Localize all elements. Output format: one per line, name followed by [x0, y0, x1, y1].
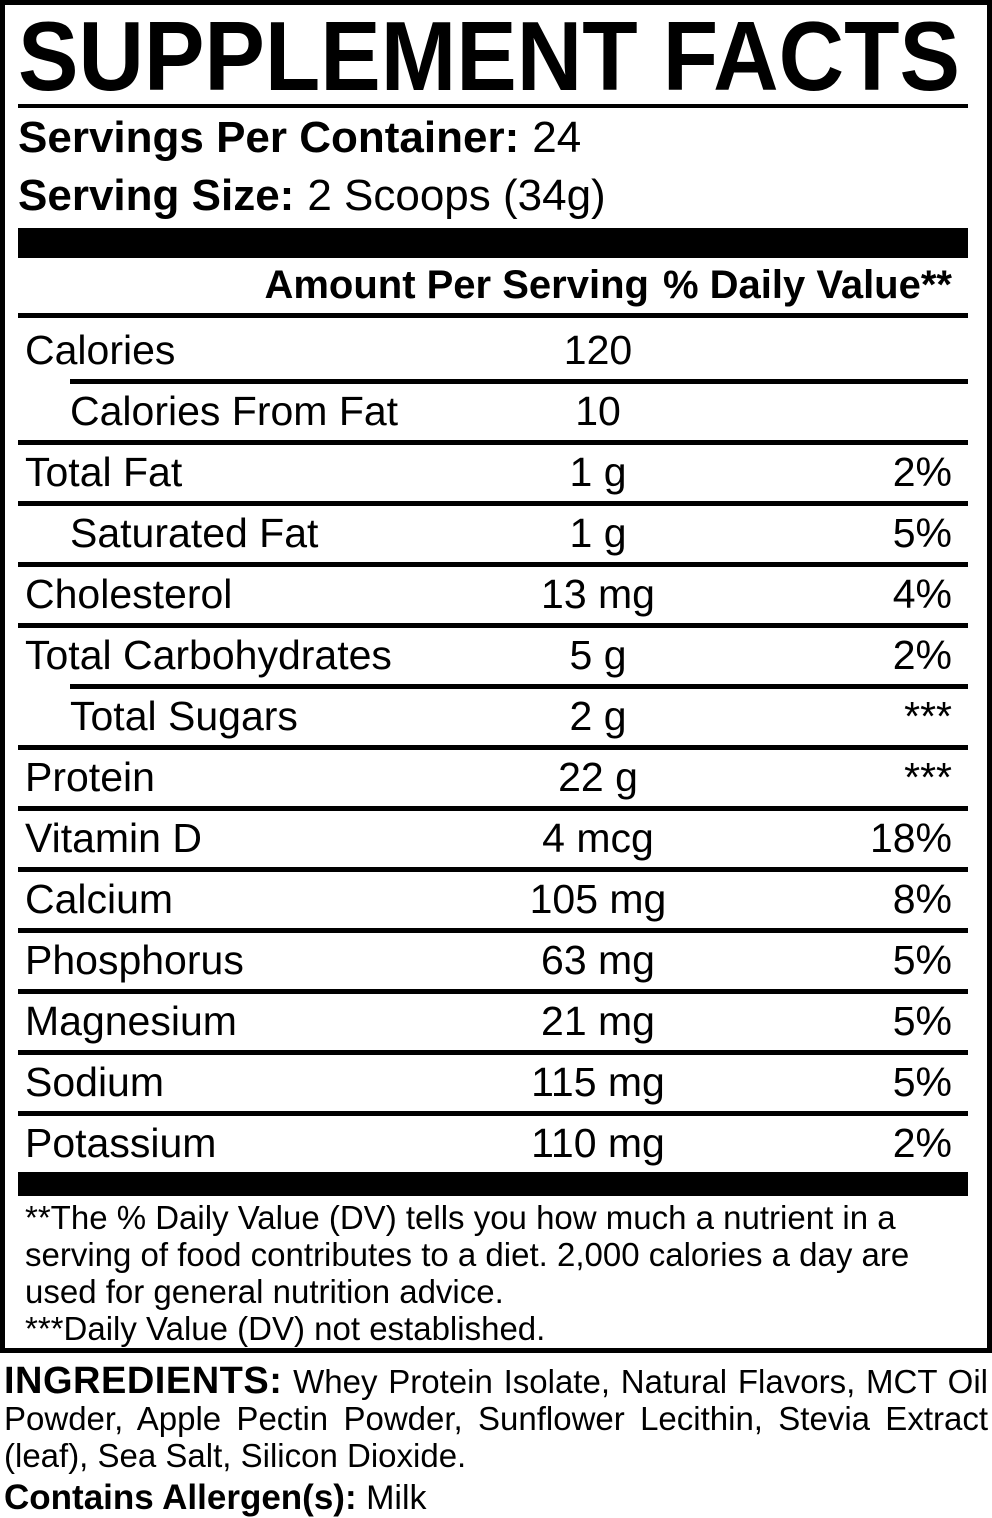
- nutrient-daily-value: [738, 408, 968, 412]
- nutrient-amount: 105 mg: [529, 876, 667, 922]
- nutrient-daily-value: 18%: [869, 815, 952, 861]
- nutrient-name: Total Carbohydrates: [25, 632, 392, 678]
- nutrient-amount: 22 g: [558, 754, 638, 800]
- supplement-facts-panel: SUPPLEMENT FACTS Servings Per Container:…: [0, 0, 992, 1353]
- footnote-line-dv-not-established: ***Daily Value (DV) not established.: [25, 1310, 546, 1347]
- serving-size: Serving Size: 2 Scoops (34g): [18, 171, 968, 220]
- nutrient-daily-value: 5%: [892, 510, 952, 556]
- panel-title-text: SUPPLEMENT FACTS: [18, 14, 960, 102]
- column-header-amount: Amount Per Serving: [264, 263, 649, 307]
- nutrient-amount: 5 g: [569, 632, 627, 678]
- nutrient-daily-value: 8%: [892, 876, 952, 922]
- nutrient-amount: 110 mg: [531, 1120, 665, 1166]
- nutrient-name: Total Sugars: [70, 693, 298, 739]
- nutrient-name: Protein: [25, 754, 155, 800]
- nutrient-daily-value: 5%: [892, 937, 952, 983]
- nutrient-table: Calories 120 Calories From Fat 10 Total …: [18, 318, 968, 1172]
- ingredients-text: Whey Protein Isolate, Natural Flavors, M…: [293, 1363, 989, 1400]
- nutrient-amount: 4 mcg: [542, 815, 654, 861]
- column-header-daily-value: % Daily Value**: [662, 263, 952, 307]
- table-row: Saturated Fat 1 g 5%: [18, 501, 968, 562]
- nutrient-daily-value: 4%: [892, 571, 952, 617]
- table-row: Total Fat 1 g 2%: [18, 440, 968, 501]
- table-row: Sodium 115 mg 5%: [18, 1050, 968, 1111]
- table-header: Amount Per Serving % Daily Value**: [18, 258, 968, 318]
- nutrient-name: Phosphorus: [25, 937, 244, 983]
- ingredients-line: INGREDIENTS: Whey Protein Isolate, Natur…: [4, 1360, 989, 1402]
- nutrient-daily-value: 2%: [892, 449, 952, 495]
- servings-per-container-value: 24: [532, 113, 582, 162]
- panel-title: SUPPLEMENT FACTS: [18, 14, 960, 102]
- nutrient-name: Calcium: [25, 876, 174, 922]
- nutrient-name: Magnesium: [25, 998, 237, 1044]
- table-row: Cholesterol 13 mg 4%: [18, 562, 968, 623]
- thick-separator-bar-bottom: [18, 1172, 968, 1196]
- nutrient-amount: 10: [575, 388, 621, 434]
- nutrient-amount: 1 g: [569, 510, 627, 556]
- nutrient-amount: 13 mg: [541, 571, 655, 617]
- ingredients-section: INGREDIENTS: Whey Protein Isolate, Natur…: [4, 1360, 989, 1474]
- nutrient-amount: 115 mg: [531, 1059, 665, 1105]
- nutrient-daily-value: 5%: [892, 998, 952, 1044]
- table-row: Protein 22 g ***: [18, 745, 968, 806]
- nutrient-amount: 63 mg: [541, 937, 655, 983]
- nutrient-name: Total Fat: [25, 449, 183, 495]
- title-divider: [18, 104, 968, 108]
- nutrient-daily-value: ***: [904, 754, 952, 800]
- thick-separator-bar-top: [18, 228, 968, 258]
- table-row: Calcium 105 mg 8%: [18, 867, 968, 928]
- nutrient-daily-value: [738, 347, 968, 351]
- nutrient-amount: 2 g: [569, 693, 627, 739]
- allergen-label: Contains Allergen(s):: [4, 1478, 357, 1517]
- nutrient-amount: 120: [563, 327, 633, 373]
- nutrient-name: Calories From Fat: [70, 388, 399, 434]
- servings-per-container-label: Servings Per Container:: [18, 113, 520, 162]
- serving-size-value: 2 Scoops (34g): [307, 171, 606, 220]
- nutrient-name: Sodium: [25, 1059, 165, 1105]
- nutrient-daily-value: ***: [904, 693, 952, 739]
- nutrient-daily-value: 2%: [892, 632, 952, 678]
- nutrient-amount: 21 mg: [541, 998, 655, 1044]
- nutrient-amount: 1 g: [569, 449, 627, 495]
- table-row: Vitamin D 4 mcg 18%: [18, 806, 968, 867]
- footnote-line: serving of food contributes to a diet. 2…: [25, 1236, 910, 1273]
- table-row: Potassium 110 mg 2%: [18, 1111, 968, 1172]
- footnote-line: **The % Daily Value (DV) tells you how m…: [25, 1199, 896, 1236]
- ingredients-line: (leaf), Sea Salt, Silicon Dioxide.: [4, 1437, 467, 1474]
- serving-size-label: Serving Size:: [18, 171, 295, 220]
- nutrient-name: Vitamin D: [25, 815, 202, 861]
- allergen-statement: Contains Allergen(s): Milk: [4, 1478, 988, 1518]
- nutrient-daily-value: 5%: [892, 1059, 952, 1105]
- table-row: Phosphorus 63 mg 5%: [18, 928, 968, 989]
- table-row: Total Sugars 2 g ***: [18, 684, 968, 745]
- nutrient-name: Saturated Fat: [70, 510, 319, 556]
- footnote: **The % Daily Value (DV) tells you how m…: [18, 1196, 968, 1347]
- nutrient-daily-value: 2%: [892, 1120, 952, 1166]
- servings-per-container: Servings Per Container: 24: [18, 113, 968, 162]
- table-row: Total Carbohydrates 5 g 2%: [18, 623, 968, 684]
- ingredients-label: INGREDIENTS:: [4, 1360, 283, 1402]
- table-row: Magnesium 21 mg 5%: [18, 989, 968, 1050]
- table-row: Calories From Fat 10: [18, 379, 968, 440]
- nutrient-name: Calories: [25, 327, 176, 373]
- allergen-value: Milk: [366, 1479, 427, 1517]
- footnote-line: used for general nutrition advice.: [25, 1273, 504, 1310]
- nutrient-name: Potassium: [25, 1120, 217, 1166]
- nutrient-name: Cholesterol: [25, 571, 233, 617]
- table-row: Calories 120: [18, 318, 968, 379]
- ingredients-line: Powder, Apple Pectin Powder, Sunflower L…: [4, 1400, 988, 1437]
